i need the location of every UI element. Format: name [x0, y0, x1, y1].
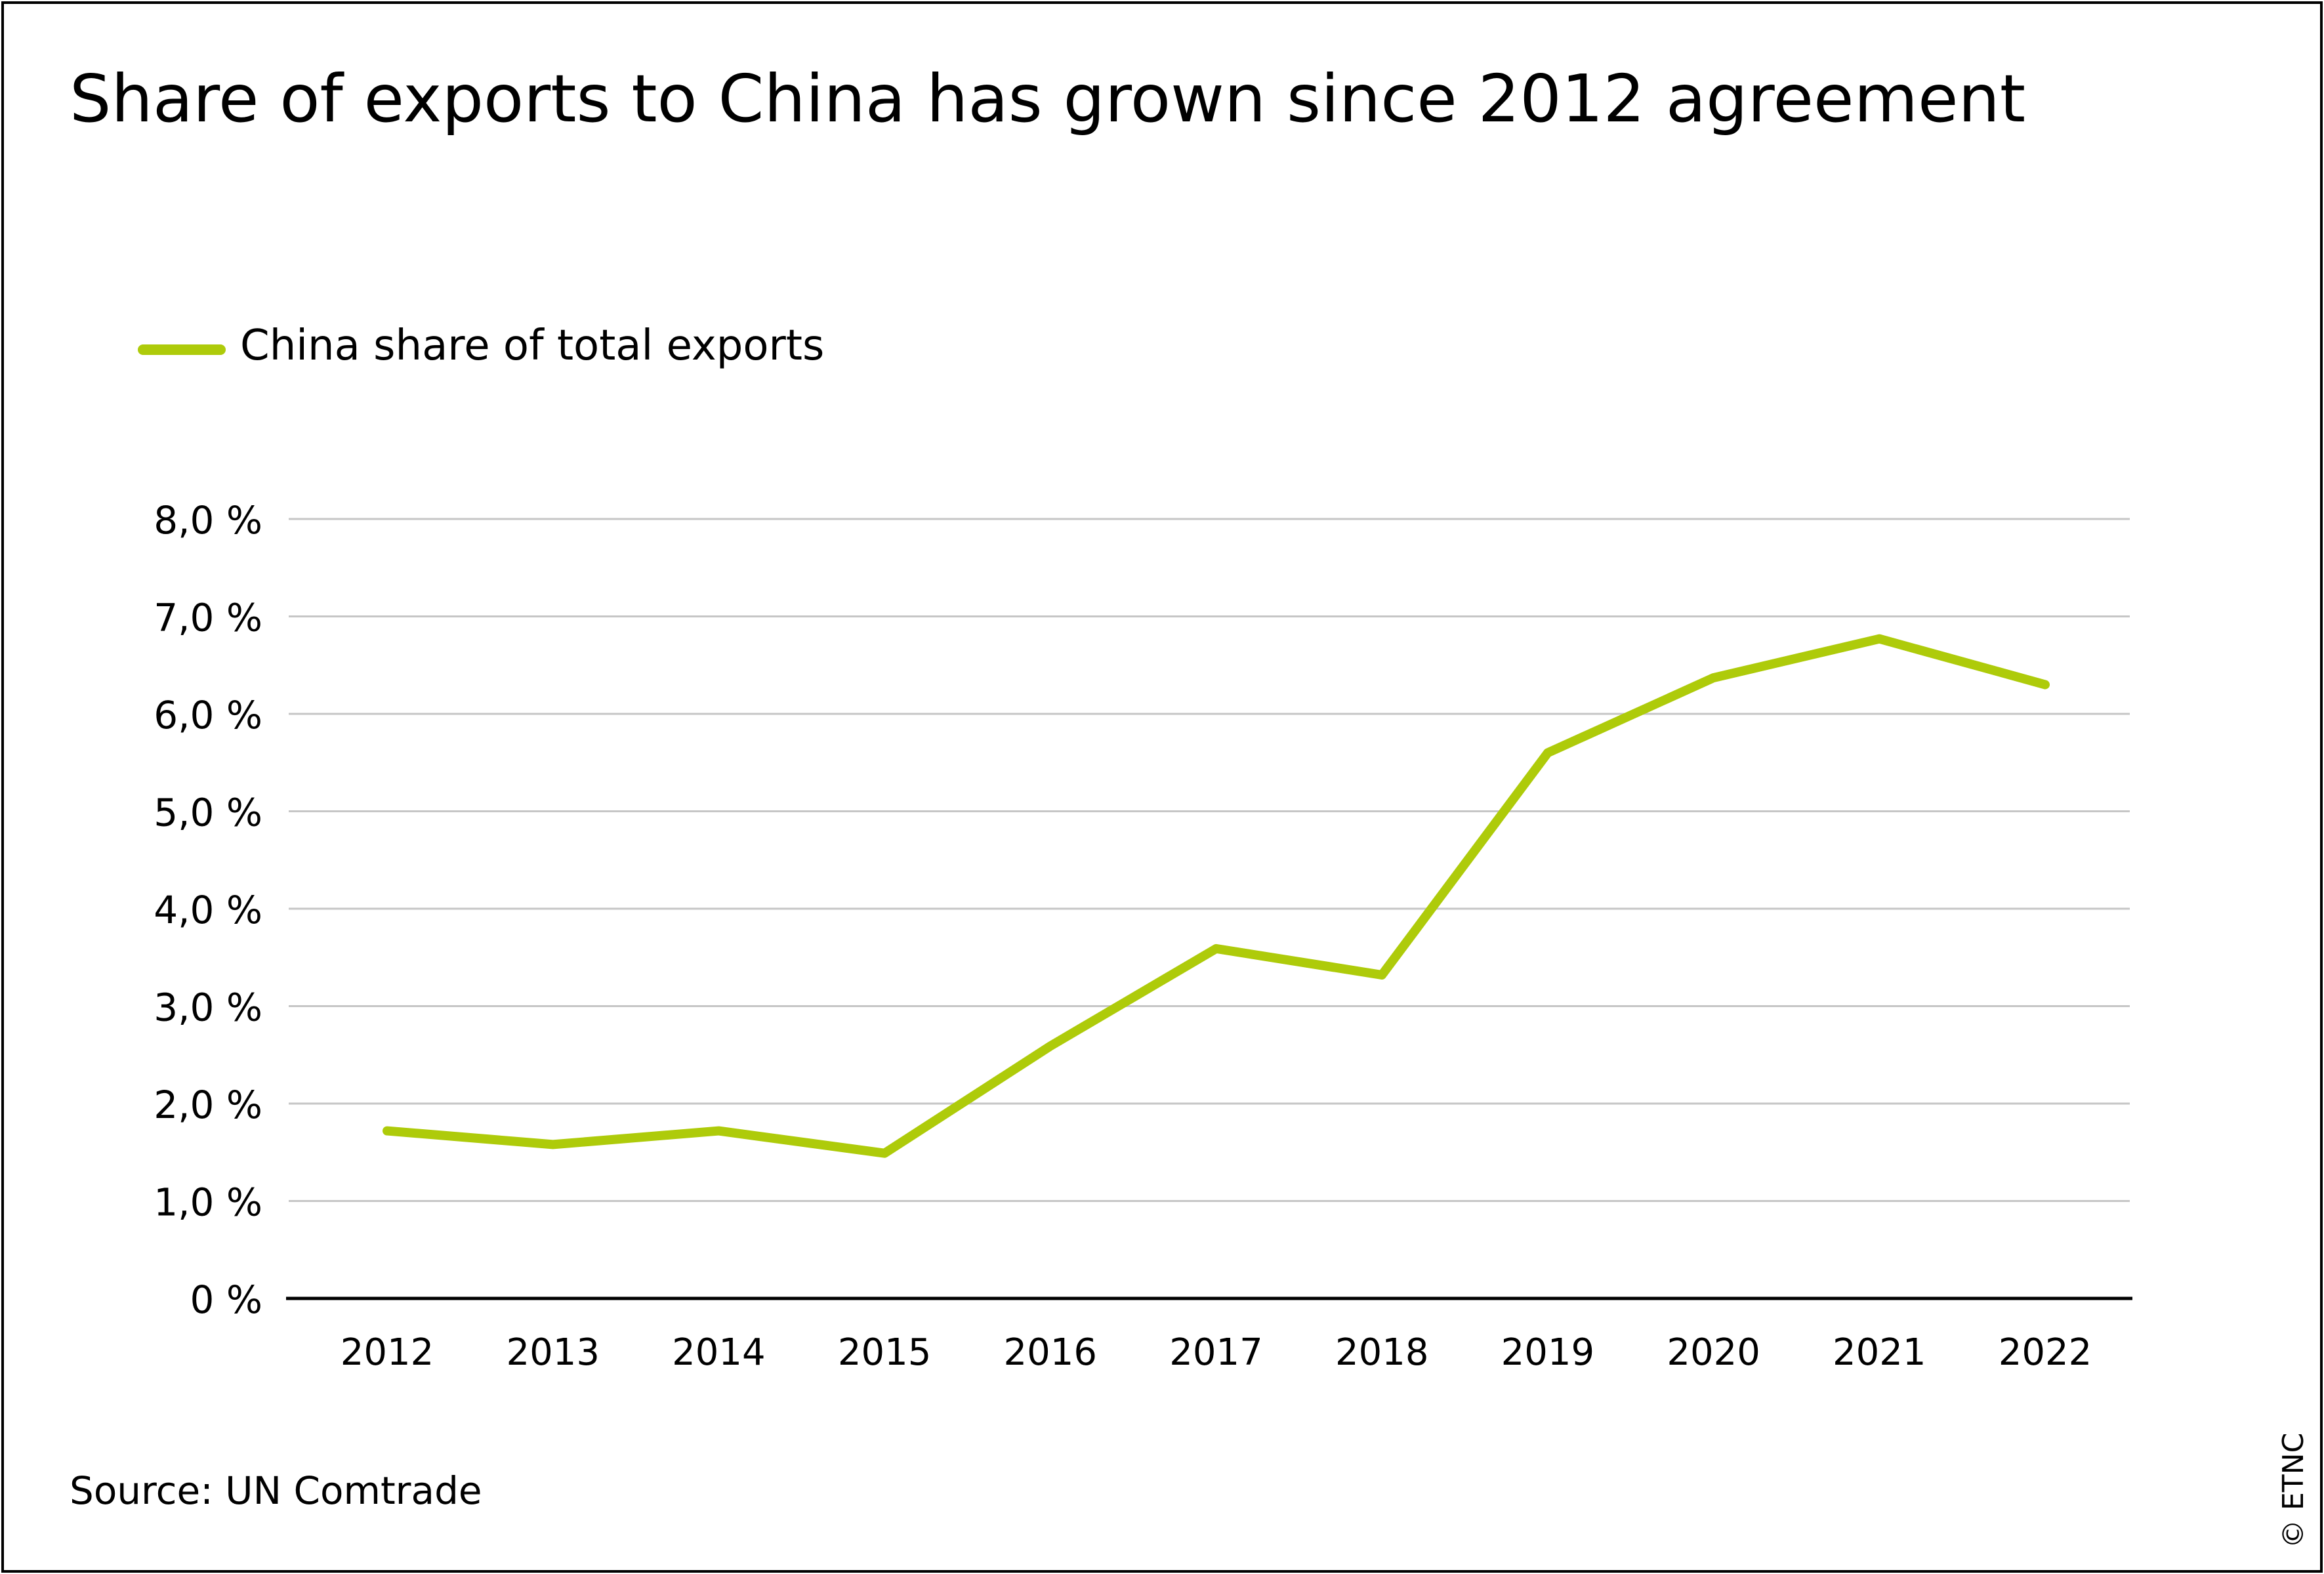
data-point	[1878, 638, 1880, 640]
x-tick-label: 2019	[1501, 1331, 1595, 1374]
data-point	[552, 1144, 554, 1146]
data-point	[1712, 677, 1714, 679]
y-tick-label: 8,0 %	[154, 498, 262, 543]
x-tick-label: 2016	[1004, 1331, 1098, 1374]
x-tick-label: 2022	[1999, 1331, 2092, 1374]
y-tick-label: 0 %	[190, 1277, 262, 1322]
x-tick-label: 2014	[672, 1331, 766, 1374]
data-point	[1215, 947, 1217, 949]
x-tick-label: 2015	[838, 1331, 932, 1374]
y-tick-label: 6,0 %	[154, 693, 262, 737]
source-note: Source: UN Comtrade	[70, 1468, 482, 1513]
x-tick-label: 2013	[506, 1331, 600, 1374]
y-tick-label: 5,0 %	[154, 791, 262, 835]
credit: © ETNC	[2277, 1433, 2310, 1548]
x-tick-label: 2017	[1169, 1331, 1263, 1374]
y-tick-label: 7,0 %	[154, 596, 262, 640]
legend-label: China share of total exports	[240, 321, 824, 370]
data-point	[386, 1130, 388, 1132]
x-tick-label: 2020	[1667, 1331, 1760, 1374]
x-tick-label: 2012	[341, 1331, 434, 1374]
data-point	[2044, 684, 2046, 686]
chart-title: Share of exports to China has grown sinc…	[70, 60, 2025, 137]
data-point	[1049, 1045, 1051, 1047]
data-point	[1546, 752, 1548, 754]
y-tick-label: 2,0 %	[154, 1083, 262, 1127]
x-tick-label: 2018	[1335, 1331, 1429, 1374]
data-point	[1381, 974, 1383, 976]
data-point	[718, 1130, 720, 1132]
x-tick-label: 2021	[1833, 1331, 1926, 1374]
y-tick-label: 1,0 %	[154, 1180, 262, 1225]
data-point	[884, 1152, 886, 1154]
y-tick-label: 3,0 %	[154, 985, 262, 1030]
y-tick-label: 4,0 %	[154, 888, 262, 932]
